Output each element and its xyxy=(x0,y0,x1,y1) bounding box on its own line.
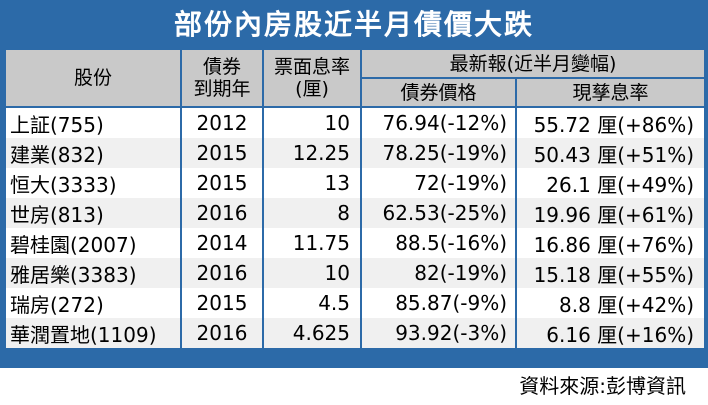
cell-current-yield: 55.72 厘(+86%) xyxy=(514,107,707,138)
bond-table: 股份 債券 到期年 票面息率 (厘) 最新報(近半月變幅) 債券價格 現孳息率 … xyxy=(4,48,707,348)
cell-current-yield: 8.8 厘(+42%) xyxy=(514,288,707,318)
table-row: 華潤置地(1109) 2016 4.625 93.92(-3%) 6.16 厘(… xyxy=(4,318,707,348)
cell-maturity: 2015 xyxy=(180,288,264,318)
cell-stock: 瑞房(272) xyxy=(4,288,182,318)
cell-maturity: 2015 xyxy=(180,168,264,198)
cell-maturity: 2014 xyxy=(180,228,264,258)
page-title: 部份內房股近半月債價大跌 xyxy=(173,8,534,41)
header-coupon: 票面息率 (厘) xyxy=(262,48,362,108)
cell-bond-price: 82(-19%) xyxy=(360,258,517,288)
cell-coupon: 12.25 xyxy=(262,138,362,168)
cell-stock: 碧桂園(2007) xyxy=(4,228,182,258)
cell-current-yield: 26.1 厘(+49%) xyxy=(514,168,707,198)
header-bond-price: 債券價格 xyxy=(360,77,517,108)
header-coupon-line1: 票面息率 xyxy=(273,56,350,78)
cell-maturity: 2016 xyxy=(180,198,264,228)
cell-bond-price: 72(-19%) xyxy=(360,168,517,198)
cell-stock: 恒大(3333) xyxy=(4,168,182,198)
table-row: 建業(832) 2015 12.25 78.25(-19%) 50.43 厘(+… xyxy=(4,138,707,168)
table-body: 上証(755) 2012 10 76.94(-12%) 55.72 厘(+86%… xyxy=(4,107,707,348)
cell-coupon: 11.75 xyxy=(262,228,362,258)
cell-maturity: 2016 xyxy=(180,318,264,348)
table-row: 上証(755) 2012 10 76.94(-12%) 55.72 厘(+86%… xyxy=(4,107,707,138)
cell-coupon: 4.625 xyxy=(262,318,362,348)
cell-maturity: 2016 xyxy=(180,258,264,288)
cell-bond-price: 62.53(-25%) xyxy=(360,198,517,228)
cell-current-yield: 19.96 厘(+61%) xyxy=(514,198,707,228)
cell-current-yield: 6.16 厘(+16%) xyxy=(514,318,707,348)
cell-coupon: 10 xyxy=(262,258,362,288)
header-current-yield: 現孳息率 xyxy=(514,77,707,108)
cell-bond-price: 85.87(-9%) xyxy=(360,288,517,318)
header-latest: 最新報(近半月變幅) xyxy=(359,48,707,79)
cell-maturity: 2012 xyxy=(180,107,264,138)
cell-bond-price: 93.92(-3%) xyxy=(360,318,517,348)
cell-stock: 世房(813) xyxy=(4,198,182,228)
cell-coupon: 10 xyxy=(262,107,362,138)
table-header: 股份 債券 到期年 票面息率 (厘) 最新報(近半月變幅) 債券價格 現孳息率 xyxy=(4,48,707,108)
table-row: 雅居樂(3383) 2016 10 82(-19%) 15.18 厘(+55%) xyxy=(4,258,707,288)
cell-bond-price: 78.25(-19%) xyxy=(360,138,517,168)
cell-coupon: 4.5 xyxy=(262,288,362,318)
header-maturity: 債券 到期年 xyxy=(180,48,264,108)
cell-maturity: 2015 xyxy=(180,138,264,168)
table-row: 瑞房(272) 2015 4.5 85.87(-9%) 8.8 厘(+42%) xyxy=(4,288,707,318)
source-note: 資料來源:彭博資訊 xyxy=(0,368,708,405)
cell-stock: 上証(755) xyxy=(4,107,182,138)
table-row: 碧桂園(2007) 2014 11.75 88.5(-16%) 16.86 厘(… xyxy=(4,228,707,258)
cell-stock: 建業(832) xyxy=(4,138,182,168)
cell-current-yield: 50.43 厘(+51%) xyxy=(514,138,707,168)
cell-stock: 華潤置地(1109) xyxy=(4,318,182,348)
header-maturity-line2: 到期年 xyxy=(193,78,251,100)
header-maturity-line1: 債券 xyxy=(202,56,241,78)
cell-bond-price: 88.5(-16%) xyxy=(360,228,517,258)
cell-current-yield: 15.18 厘(+55%) xyxy=(514,258,707,288)
cell-coupon: 13 xyxy=(262,168,362,198)
table-row: 恒大(3333) 2015 13 72(-19%) 26.1 厘(+49%) xyxy=(4,168,707,198)
header-coupon-line2: (厘) xyxy=(295,78,329,100)
table-row: 世房(813) 2016 8 62.53(-25%) 19.96 厘(+61%) xyxy=(4,198,707,228)
cell-stock: 雅居樂(3383) xyxy=(4,258,182,288)
cell-current-yield: 16.86 厘(+76%) xyxy=(514,228,707,258)
cell-bond-price: 76.94(-12%) xyxy=(360,107,517,138)
header-stock: 股份 xyxy=(4,48,182,108)
source-text: 資料來源:彭博資訊 xyxy=(519,374,686,398)
cell-coupon: 8 xyxy=(262,198,362,228)
